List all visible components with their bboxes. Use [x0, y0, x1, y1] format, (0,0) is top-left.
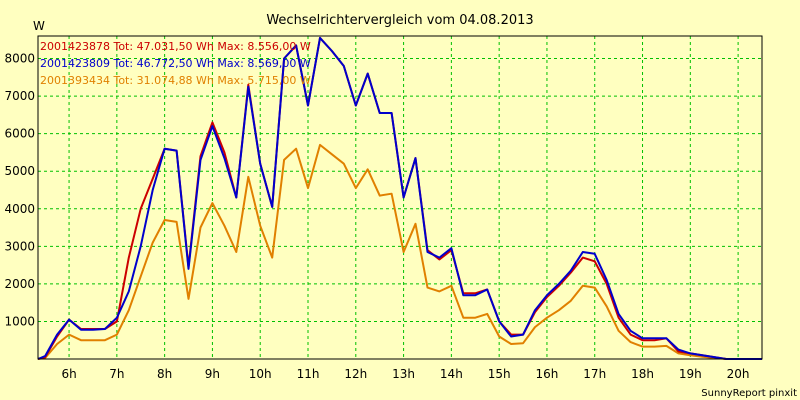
- x-tick-label: 18h: [631, 367, 654, 381]
- x-tick-labels: 6h 7h 8h 9h 10h 11h 12h 13h 14h 15h 16h 17h 18h 19h 20…: [61, 367, 749, 381]
- y-tick-label: 5000: [4, 164, 35, 178]
- x-tick-label: 13h: [392, 367, 415, 381]
- y-tick-label: 3000: [4, 239, 35, 253]
- x-tick-label: 6h: [61, 367, 76, 381]
- x-tick-label: 8h: [157, 367, 172, 381]
- series-line-2001393434: [37, 143, 762, 360]
- y-tick-label: 8000: [4, 52, 35, 66]
- y-tick-label: 7000: [4, 89, 35, 103]
- plot-frame: [37, 35, 763, 360]
- x-tick-label: 19h: [679, 367, 702, 381]
- y-tick-label: 6000: [4, 127, 35, 141]
- credit-text: SunnyReport pinxit: [701, 388, 797, 399]
- y-tick-label: 4000: [4, 202, 35, 216]
- y-axis-label: W: [33, 19, 45, 33]
- legend: 2001423878 Tot: 47.031,50 Wh Max: 8.556,…: [40, 40, 311, 87]
- series-line-2001423809: [37, 36, 762, 360]
- y-tick-labels: 1000 2000 3000 4000 5000 6000 7000 8000: [4, 52, 35, 329]
- x-tick-label: 12h: [344, 367, 367, 381]
- y-tick-label: 1000: [4, 314, 35, 328]
- x-tick-label: 16h: [536, 367, 559, 381]
- x-tick-label: 20h: [727, 367, 750, 381]
- chart-title: Wechselrichtervergleich vom 04.08.2013: [266, 13, 533, 28]
- x-tick-label: 14h: [440, 367, 463, 381]
- x-tick-label: 15h: [488, 367, 511, 381]
- series-group: [37, 36, 762, 360]
- y-tick-label: 2000: [4, 277, 35, 291]
- legend-entry-2001393434: 2001393434 Tot: 31.074,88 Wh Max: 5.715,…: [40, 74, 311, 87]
- legend-entry-2001423809: 2001423809 Tot: 46.772,50 Wh Max: 8.569,…: [40, 57, 311, 70]
- legend-entry-2001423878: 2001423878 Tot: 47.031,50 Wh Max: 8.556,…: [40, 40, 311, 53]
- x-tick-label: 7h: [109, 367, 124, 381]
- x-tick-label: 11h: [297, 367, 320, 381]
- x-tick-label: 17h: [583, 367, 606, 381]
- x-tick-label: 10h: [249, 367, 272, 381]
- x-tick-label: 9h: [205, 367, 220, 381]
